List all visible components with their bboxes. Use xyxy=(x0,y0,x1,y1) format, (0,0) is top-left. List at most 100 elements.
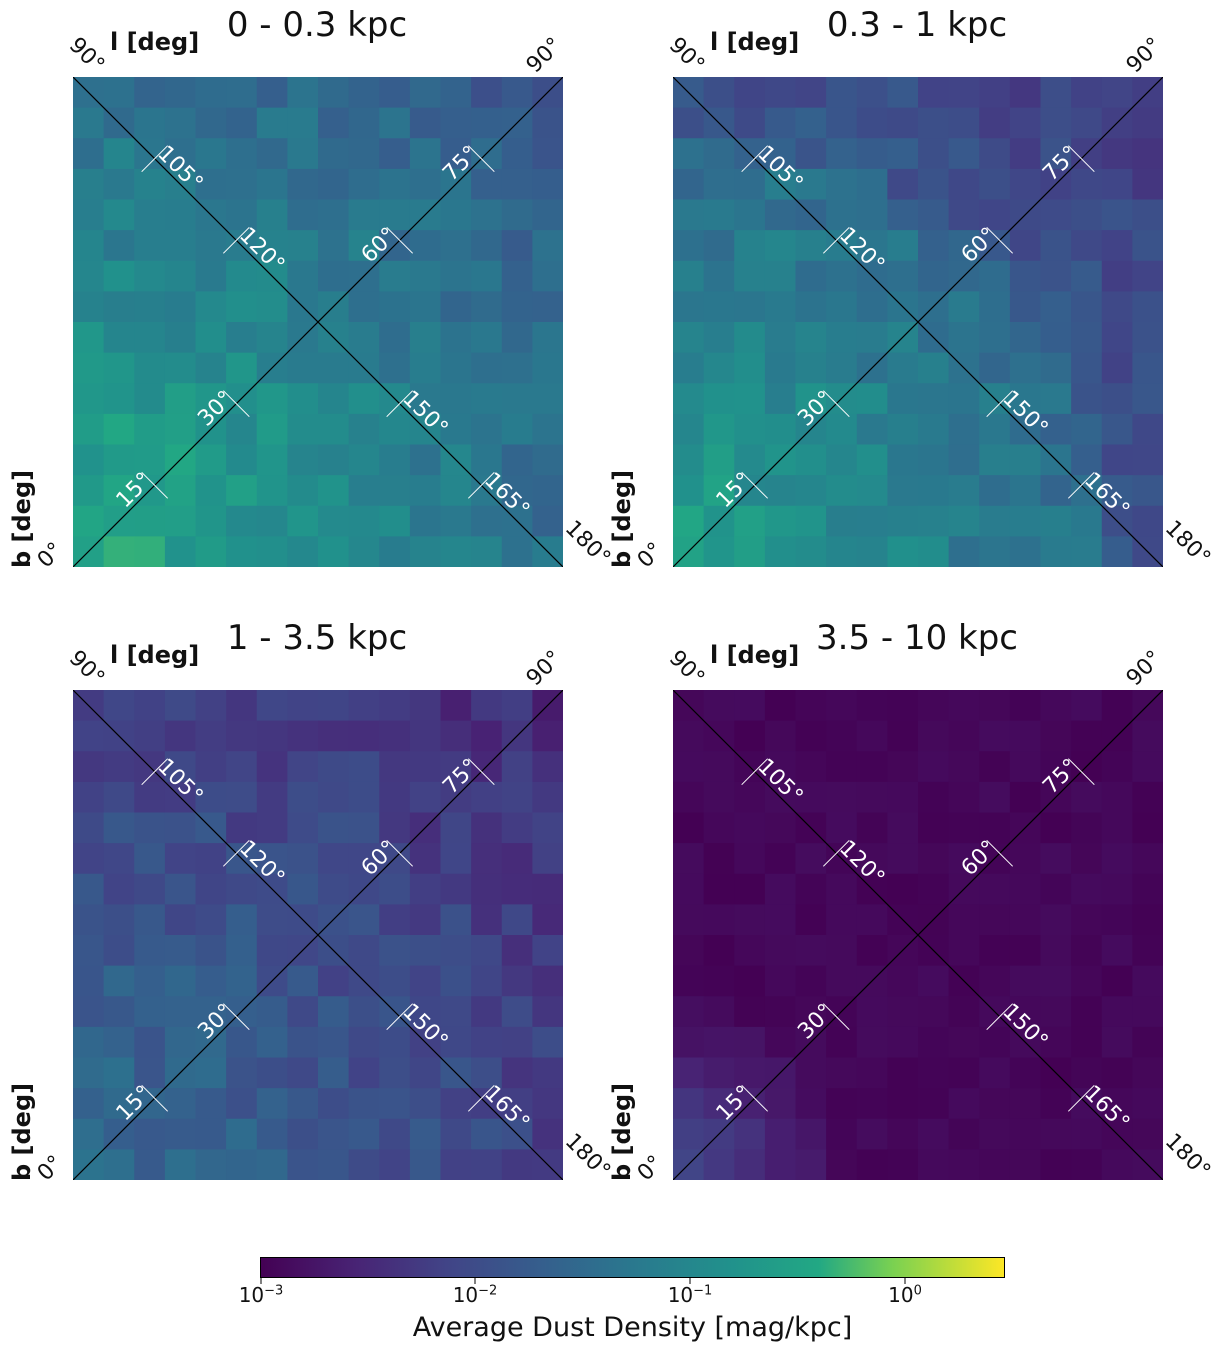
heatmap-cell xyxy=(348,138,380,170)
heatmap-cell xyxy=(134,812,166,844)
heatmap-cell xyxy=(1132,383,1163,415)
heatmap-cell xyxy=(734,352,766,384)
heatmap-cell xyxy=(256,935,288,967)
tick-mark xyxy=(822,390,850,418)
heatmap-cell xyxy=(532,843,563,875)
heatmap-cell xyxy=(795,904,827,936)
heatmap-cell xyxy=(948,843,980,875)
heatmap-cell xyxy=(795,536,827,567)
heatmap-cell xyxy=(409,873,442,905)
heatmap-cell xyxy=(1132,322,1163,354)
heatmap-cell xyxy=(734,383,766,415)
heatmap-cell xyxy=(948,720,980,752)
heatmap-cell xyxy=(856,843,888,875)
heatmap-cell xyxy=(1009,873,1042,905)
heatmap-cell xyxy=(673,781,705,814)
heatmap-cell xyxy=(918,260,950,292)
heatmap-cell xyxy=(1101,873,1133,905)
heatmap-cell xyxy=(348,230,380,262)
heatmap-cell xyxy=(856,812,888,844)
heatmap-cell xyxy=(1132,199,1163,231)
heatmap-cell xyxy=(1132,475,1163,507)
heatmap-cell xyxy=(287,720,319,752)
heatmap-cell xyxy=(379,904,411,936)
heatmap-cell xyxy=(887,965,919,997)
heatmap-cell xyxy=(948,1149,980,1180)
corner-label: 90° xyxy=(63,645,110,692)
heatmap-cell xyxy=(1040,291,1072,323)
heatmap-cell xyxy=(764,1118,797,1150)
heatmap-cell xyxy=(348,996,380,1028)
heatmap-cell xyxy=(1009,291,1042,323)
heatmap-cell xyxy=(440,1026,472,1059)
heatmap-cell xyxy=(826,475,858,507)
heatmap-cell xyxy=(195,690,227,722)
heatmap-cell xyxy=(73,107,105,139)
tick-mark xyxy=(986,839,1014,867)
heatmap-cell xyxy=(856,536,888,567)
heatmap-cell xyxy=(348,199,380,231)
heatmap-cell xyxy=(348,751,380,783)
heatmap-cell xyxy=(1071,1118,1103,1150)
heatmap-cell xyxy=(195,781,227,814)
heatmap-cell xyxy=(1009,751,1042,783)
heatmap-cell xyxy=(103,322,135,354)
heatmap-cell xyxy=(532,413,563,446)
heatmap-cell xyxy=(164,475,197,507)
heatmap-cell xyxy=(471,843,503,875)
heatmap-cell xyxy=(409,77,442,109)
heatmap-cell xyxy=(1040,1149,1072,1180)
panel-title-1: 0 - 0.3 kpc xyxy=(226,5,408,45)
heatmap-cell xyxy=(256,77,288,109)
heatmap-cell xyxy=(979,812,1011,844)
heatmap-cell xyxy=(856,77,888,109)
heatmap-cell xyxy=(1101,475,1133,507)
heatmap-cell xyxy=(164,843,197,875)
heatmap-cell xyxy=(226,352,258,384)
heatmap-cell xyxy=(379,352,411,384)
heatmap-cell xyxy=(1132,965,1163,997)
heatmap-cell xyxy=(134,168,166,201)
heatmap-cell xyxy=(887,812,919,844)
heatmap-cell xyxy=(103,843,135,875)
heatmap-cell xyxy=(734,168,766,201)
heatmap-cell xyxy=(409,322,442,354)
heatmap-cell xyxy=(856,781,888,814)
heatmap-cell xyxy=(318,781,350,814)
heatmap-cell xyxy=(103,413,135,446)
heatmap-cell xyxy=(1101,291,1133,323)
heatmap-cell xyxy=(1040,873,1072,905)
heatmap-cell xyxy=(918,996,950,1028)
heatmap-cell xyxy=(887,199,919,231)
heatmap-cell xyxy=(103,996,135,1028)
heatmap-cell xyxy=(134,843,166,875)
heatmap-cell xyxy=(1071,536,1103,567)
heatmap-cell xyxy=(856,996,888,1028)
heatmap-cell xyxy=(1009,107,1042,139)
heatmap-cell xyxy=(440,935,472,967)
heatmap-cell xyxy=(287,138,319,170)
heatmap-cell xyxy=(826,322,858,354)
heatmap-cell xyxy=(379,413,411,446)
heatmap-cell xyxy=(532,812,563,844)
heatmap-cell xyxy=(73,1057,105,1089)
heatmap-cell xyxy=(226,536,258,567)
heatmap-cell xyxy=(409,168,442,201)
heatmap-cell xyxy=(73,475,105,507)
heatmap-cell xyxy=(226,1026,258,1059)
heatmap-cell xyxy=(1071,444,1103,476)
heatmap-cell xyxy=(348,475,380,507)
heatmap-cell xyxy=(348,291,380,323)
heatmap-cell xyxy=(703,77,735,109)
heatmap-cell xyxy=(440,230,472,262)
heatmap-cell xyxy=(826,1057,858,1089)
heatmap-cell xyxy=(195,1057,227,1089)
heatmap-cell xyxy=(409,1149,442,1180)
heatmap-cell xyxy=(103,260,135,292)
heatmap-cell xyxy=(856,383,888,415)
heatmap-cell xyxy=(103,690,135,722)
heatmap-cell xyxy=(918,230,950,262)
heatmap-cell xyxy=(795,996,827,1028)
heatmap-cell xyxy=(379,107,411,139)
heatmap-cell xyxy=(440,77,472,109)
